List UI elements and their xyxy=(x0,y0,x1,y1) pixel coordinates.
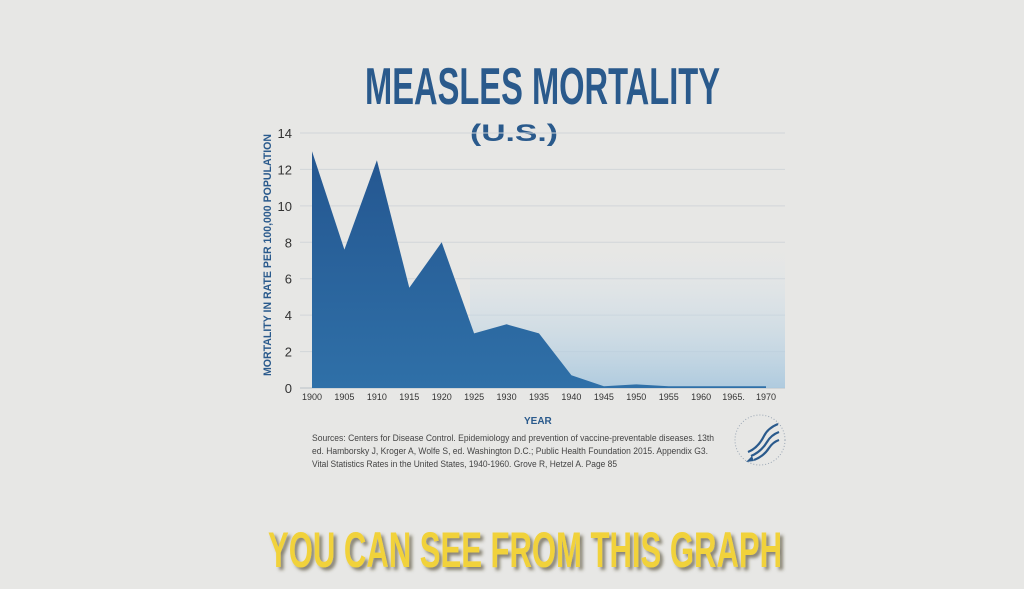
mortality-area xyxy=(312,151,766,388)
x-tick-label: 1970 xyxy=(756,392,776,402)
sources-line-3: Vital Statistics Rates in the United Sta… xyxy=(312,459,617,469)
video-caption: YOU CAN SEE FROM THIS GRAPH xyxy=(268,522,782,578)
y-tick-label: 6 xyxy=(285,272,292,287)
x-tick-label: 1950 xyxy=(626,392,646,402)
hhs-logo-icon xyxy=(734,414,786,466)
x-tick-label: 1905 xyxy=(334,392,354,402)
x-tick-label: 1960 xyxy=(691,392,711,402)
x-tick-label: 1965. xyxy=(722,392,745,402)
y-tick-label: 14 xyxy=(278,126,292,141)
x-tick-label: 1910 xyxy=(367,392,387,402)
x-tick-label: 1925 xyxy=(464,392,484,402)
sources-line-2: ed. Hamborsky J, Kroger A, Wolfe S, ed. … xyxy=(312,446,708,456)
x-tick-label: 1920 xyxy=(432,392,452,402)
y-tick-label: 10 xyxy=(278,199,292,214)
sources-line-1: Sources: Centers for Disease Control. Ep… xyxy=(312,433,714,443)
x-tick-label: 1930 xyxy=(497,392,517,402)
x-tick-label: 1945 xyxy=(594,392,614,402)
y-tick-label: 12 xyxy=(278,162,292,177)
x-tick-label: 1940 xyxy=(561,392,581,402)
x-tick-label: 1915 xyxy=(399,392,419,402)
y-tick-label: 8 xyxy=(285,235,292,250)
x-tick-label: 1955 xyxy=(659,392,679,402)
y-tick-label: 4 xyxy=(285,308,292,323)
x-tick-label: 1900 xyxy=(302,392,322,402)
y-axis-label: MORTALITY IN RATE PER 100,000 POPULATION xyxy=(262,134,274,376)
y-tick-label: 2 xyxy=(285,345,292,360)
x-tick-label: 1935 xyxy=(529,392,549,402)
y-tick-label: 0 xyxy=(285,381,292,396)
chart-title: MEASLES MORTALITY xyxy=(365,58,720,116)
x-axis-label: YEAR xyxy=(524,416,553,427)
